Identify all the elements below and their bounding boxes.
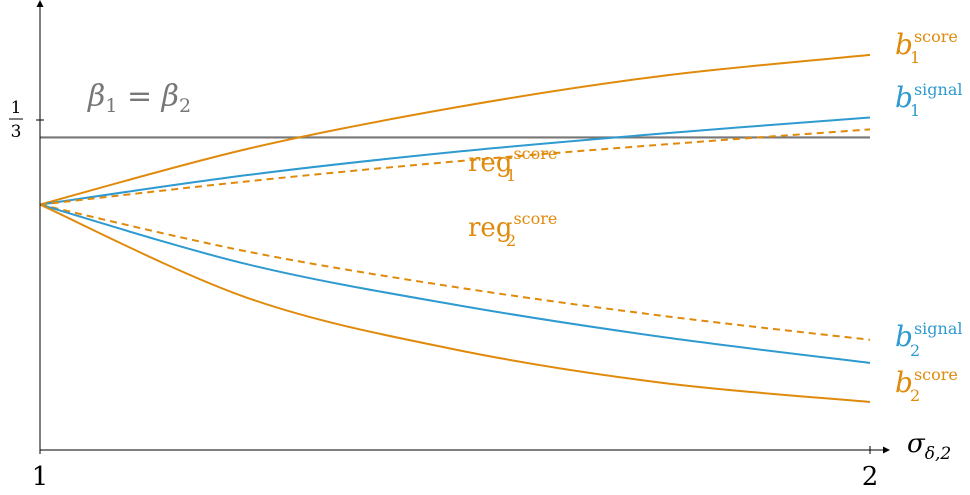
label-b2-signal: bsignal xyxy=(895,319,962,353)
series-line-b1-score xyxy=(39,53,871,206)
label-b1-signal: bsignal xyxy=(895,80,962,114)
y-axis-arrow xyxy=(36,0,44,7)
plot-area xyxy=(39,53,871,403)
label-b2-score: bscore xyxy=(895,365,958,399)
y-tick-label-denominator: 3 xyxy=(11,122,22,142)
label-b2-score-sub: 2 xyxy=(910,386,920,405)
label-reg2-score-sub: 2 xyxy=(506,231,516,250)
label-b1-signal-sub: 1 xyxy=(910,101,920,120)
x-tick-label-2: 2 xyxy=(862,462,879,492)
label-reg2-score: regscore xyxy=(468,209,557,243)
series-line-reg1-score xyxy=(39,128,871,206)
x-tick-label-1: 1 xyxy=(32,462,49,492)
y-tick-label-numerator: 1 xyxy=(11,98,22,118)
label-reg1-score: regscore xyxy=(468,144,557,178)
x-axis-arrow xyxy=(883,446,890,454)
x-axis-label: σδ,2 xyxy=(907,429,951,464)
series-line-b2-signal xyxy=(39,203,871,364)
label-b1-score-sub: 1 xyxy=(910,48,920,67)
series-line-reg2-score xyxy=(39,203,871,341)
series-line-b2-score xyxy=(39,203,871,403)
label-b2-signal-sub: 2 xyxy=(910,341,920,360)
reference-line-label: β1 = β2 xyxy=(87,79,191,117)
series-line-b1-signal xyxy=(39,116,871,206)
label-reg1-score-sub: 1 xyxy=(506,166,516,185)
label-b1-score: bscore xyxy=(895,27,958,61)
